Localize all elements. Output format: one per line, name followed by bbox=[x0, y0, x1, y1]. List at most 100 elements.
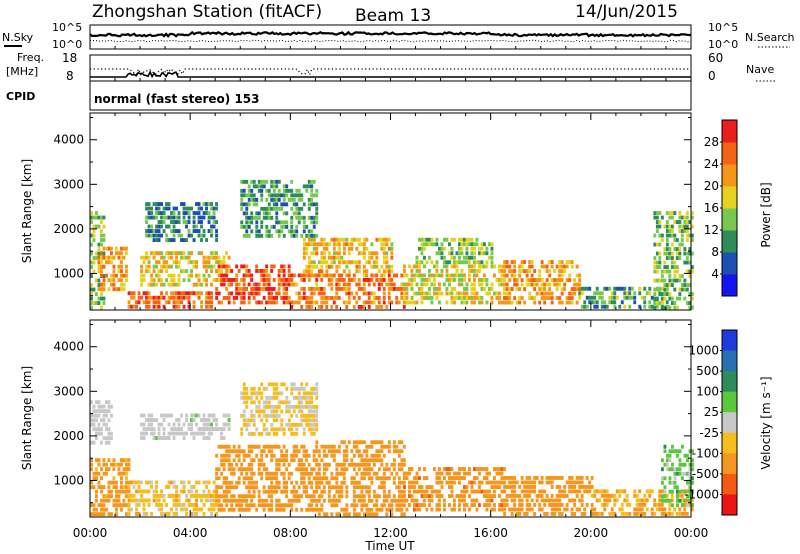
heatmap-cell bbox=[691, 467, 694, 472]
heatmap-cell bbox=[658, 265, 662, 269]
heatmap-cell bbox=[503, 282, 506, 287]
heatmap-cell bbox=[160, 215, 163, 220]
heatmap-cell bbox=[250, 215, 254, 220]
heatmap-cell bbox=[683, 453, 687, 458]
heatmap-cell bbox=[167, 485, 171, 489]
heatmap-cell bbox=[97, 224, 101, 229]
heatmap-cell bbox=[330, 305, 334, 309]
heatmap-cell bbox=[147, 427, 151, 431]
heatmap-cell bbox=[340, 494, 344, 499]
heatmap-cell bbox=[310, 413, 314, 418]
heatmap-cell bbox=[192, 211, 196, 215]
heatmap-cell bbox=[453, 471, 456, 476]
heatmap-cell bbox=[613, 493, 617, 498]
heatmap-cell bbox=[295, 291, 299, 296]
heatmap-cell bbox=[598, 511, 602, 516]
heatmap-cell bbox=[315, 480, 319, 485]
heatmap-cell bbox=[352, 494, 356, 499]
heatmap-cell bbox=[317, 449, 321, 454]
heatmap-cell bbox=[275, 291, 279, 296]
y-tick-label: 1000 bbox=[53, 473, 84, 487]
heatmap-cell bbox=[673, 220, 677, 224]
heatmap-cell bbox=[438, 467, 441, 471]
heatmap-cell bbox=[420, 300, 424, 305]
heatmap-cell bbox=[285, 211, 289, 216]
heatmap-cell bbox=[215, 255, 218, 260]
heatmap-cell bbox=[435, 242, 439, 247]
heatmap-cell bbox=[362, 512, 366, 517]
heatmap-cell bbox=[385, 260, 389, 265]
heatmap-cell bbox=[310, 251, 314, 256]
colorbar-segment bbox=[722, 120, 737, 143]
heatmap-cell bbox=[192, 436, 196, 440]
heatmap-cell bbox=[357, 278, 361, 282]
heatmap-cell bbox=[680, 498, 684, 503]
heatmap-cell bbox=[307, 422, 311, 427]
heatmap-cell bbox=[282, 193, 286, 198]
heatmap-cell bbox=[292, 233, 296, 238]
heatmap-cell bbox=[265, 489, 269, 494]
heatmap-cell bbox=[385, 269, 389, 274]
heatmap-cell bbox=[465, 503, 469, 507]
heatmap-cell bbox=[217, 300, 221, 305]
heatmap-cell bbox=[120, 264, 123, 269]
heatmap-cell bbox=[653, 305, 657, 310]
heatmap-cell bbox=[245, 229, 249, 234]
heatmap-cell bbox=[207, 229, 211, 233]
heatmap-cell bbox=[347, 251, 351, 256]
heatmap-cell bbox=[440, 269, 444, 273]
heatmap-cell bbox=[265, 431, 269, 436]
heatmap-cell bbox=[260, 458, 264, 463]
heatmap-cell bbox=[260, 409, 264, 414]
heatmap-cell bbox=[428, 494, 431, 498]
heatmap-cell bbox=[142, 273, 146, 278]
heatmap-cell bbox=[112, 503, 116, 508]
heatmap-cell bbox=[287, 229, 291, 234]
heatmap-cell bbox=[653, 242, 657, 247]
heatmap-cell bbox=[423, 237, 426, 242]
heatmap-cell bbox=[370, 467, 374, 472]
heatmap-cell bbox=[90, 296, 93, 301]
heatmap-cell bbox=[520, 296, 524, 300]
heatmap-cell bbox=[423, 291, 426, 296]
heatmap-cell bbox=[290, 305, 294, 309]
heatmap-cell bbox=[172, 260, 176, 265]
heatmap-cell bbox=[563, 287, 567, 291]
heatmap-cell bbox=[470, 296, 474, 300]
heatmap-cell bbox=[468, 273, 471, 278]
heatmap-cell bbox=[170, 220, 173, 224]
heatmap-cell bbox=[305, 273, 309, 278]
heatmap-cell bbox=[305, 382, 309, 387]
heatmap-cell bbox=[382, 480, 386, 485]
heatmap-cell bbox=[618, 304, 622, 309]
heatmap-cell bbox=[670, 211, 674, 215]
heatmap-cell bbox=[433, 489, 436, 494]
heatmap-cell bbox=[610, 291, 614, 296]
heatmap-cell bbox=[272, 489, 276, 494]
heatmap-cell bbox=[670, 260, 674, 265]
heatmap-cell bbox=[355, 246, 359, 251]
heatmap-cell bbox=[130, 480, 133, 485]
heatmap-cell bbox=[691, 458, 694, 463]
heatmap-cell bbox=[503, 260, 507, 264]
heatmap-cell bbox=[390, 282, 394, 287]
heatmap-cell bbox=[120, 458, 123, 463]
heatmap-cell bbox=[387, 476, 391, 481]
heatmap-cell bbox=[107, 498, 111, 503]
heatmap-cell bbox=[92, 260, 96, 265]
heatmap-cell bbox=[420, 242, 424, 247]
heatmap-cell bbox=[478, 278, 481, 282]
heatmap-cell bbox=[533, 512, 537, 516]
heatmap-cell bbox=[240, 449, 244, 454]
heatmap-cell bbox=[310, 471, 314, 476]
heatmap-cell bbox=[663, 449, 667, 454]
heatmap-cell bbox=[157, 238, 161, 242]
heatmap-cell bbox=[227, 427, 231, 431]
heatmap-cell bbox=[415, 269, 419, 273]
heatmap-cell bbox=[330, 453, 334, 458]
heatmap-cell bbox=[305, 242, 309, 247]
power-x-axis bbox=[89, 113, 692, 310]
heatmap-cell bbox=[428, 278, 431, 282]
heatmap-cell bbox=[202, 418, 206, 422]
heatmap-cell bbox=[385, 494, 389, 499]
